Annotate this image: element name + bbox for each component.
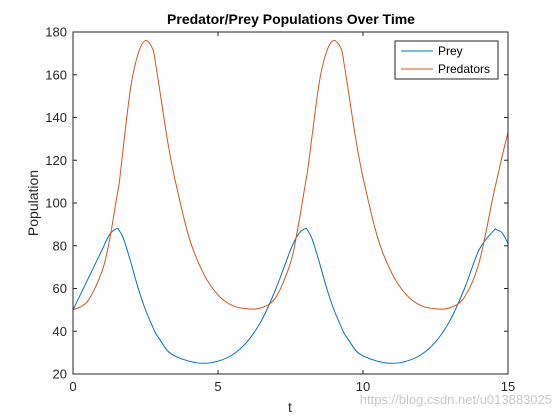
series-line-prey bbox=[72, 227, 509, 364]
y-tick-label: 60 bbox=[53, 281, 67, 296]
x-tick-label: 0 bbox=[69, 379, 76, 394]
y-tick-label: 40 bbox=[53, 324, 67, 339]
x-tick-label: 5 bbox=[214, 379, 221, 394]
y-tick-label: 100 bbox=[45, 196, 67, 211]
legend-label-predators: Predators bbox=[438, 62, 490, 76]
legend-box bbox=[394, 40, 499, 80]
chart-title: Predator/Prey Populations Over Time bbox=[167, 11, 415, 27]
x-tick-label: 15 bbox=[501, 379, 515, 394]
y-tick-label: 180 bbox=[45, 25, 67, 40]
y-tick-label: 80 bbox=[53, 238, 67, 253]
y-tick-label: 160 bbox=[45, 67, 67, 82]
y-tick-label: 140 bbox=[45, 110, 67, 125]
x-tick-label: 10 bbox=[356, 379, 370, 394]
legend: Prey Predators bbox=[394, 40, 499, 80]
y-tick-label: 120 bbox=[45, 153, 67, 168]
series-line-predators bbox=[72, 40, 509, 311]
watermark: https://blog.csdn.net/u013883025 bbox=[360, 392, 552, 407]
y-axis-label: Population bbox=[25, 170, 41, 236]
legend-label-prey: Prey bbox=[438, 44, 463, 58]
plot-frame bbox=[72, 31, 509, 375]
axis-ticks: 0 5 10 15 20 40 60 80 100 120 140 160 180 bbox=[45, 25, 515, 395]
plot-area bbox=[72, 40, 509, 364]
x-axis-label: t bbox=[288, 399, 292, 415]
y-tick-label: 20 bbox=[53, 367, 67, 382]
